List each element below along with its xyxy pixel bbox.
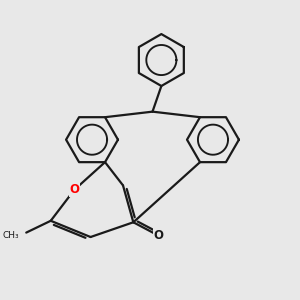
Text: O: O [153, 229, 164, 242]
Text: CH₃: CH₃ [2, 231, 19, 240]
Text: O: O [69, 183, 79, 196]
